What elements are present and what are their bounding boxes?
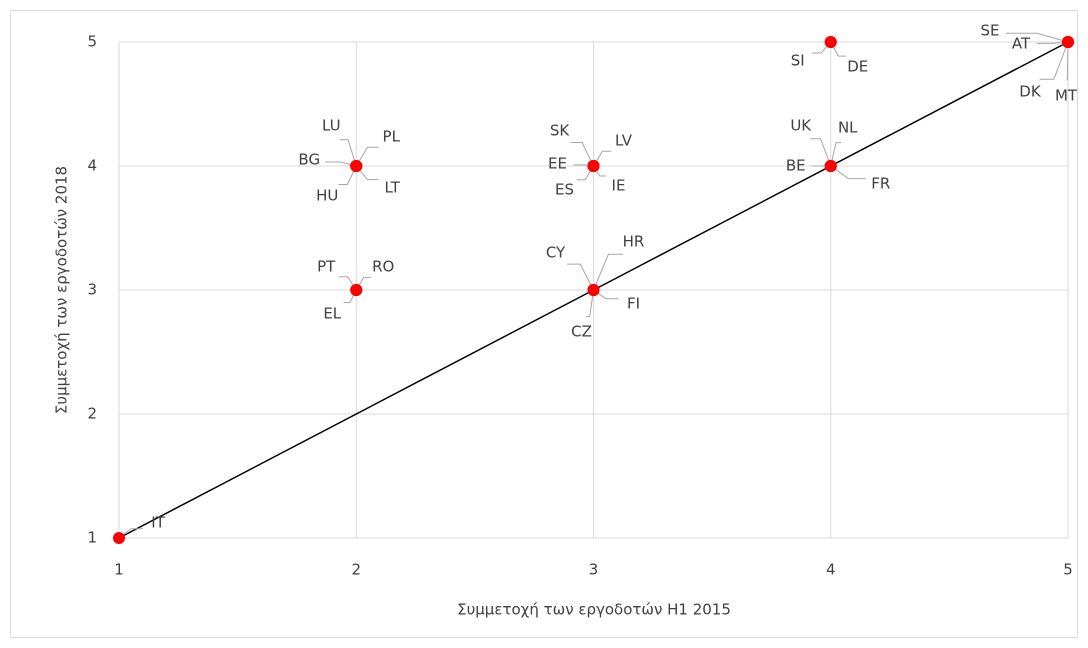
leader-line — [1066, 41, 1069, 81]
y-tick-label: 4 — [87, 157, 97, 175]
y-axis-label: Συμμετοχή των εργοδοτών 2018 — [53, 166, 71, 414]
data-point — [113, 532, 125, 544]
leader-line — [810, 138, 832, 167]
point-label: IT — [151, 514, 165, 532]
y-tick-label: 2 — [87, 405, 97, 423]
point-label: SK — [550, 122, 571, 140]
point-label: LU — [322, 117, 341, 135]
leader-line — [593, 253, 624, 291]
leader-line — [570, 141, 594, 167]
point-label: LV — [615, 132, 633, 150]
point-label: MT — [1055, 87, 1078, 105]
point-label: HU — [316, 187, 338, 205]
point-label: NL — [838, 119, 858, 137]
x-tick-label: 3 — [589, 561, 599, 579]
point-label: PT — [317, 258, 336, 276]
point-label: SE — [981, 22, 1000, 40]
point-label: ES — [555, 181, 574, 199]
point-label: SI — [791, 52, 805, 70]
chart-frame — [10, 10, 1078, 638]
x-tick-label: 2 — [351, 561, 361, 579]
point-label: DK — [1019, 83, 1042, 101]
point-label: CY — [546, 244, 566, 262]
data-point — [824, 36, 837, 48]
y-tick-label: 1 — [87, 529, 97, 547]
data-point — [587, 284, 600, 296]
point-label: UK — [790, 117, 812, 135]
x-tick-label: 1 — [114, 561, 124, 579]
point-label: BG — [298, 151, 320, 169]
leader-line — [585, 289, 594, 318]
leader-line — [830, 165, 866, 180]
leader-line — [339, 139, 357, 167]
y-tick-label: 5 — [87, 33, 97, 51]
point-label: PL — [383, 128, 401, 146]
data-point — [350, 160, 363, 172]
point-label: BE — [786, 157, 806, 175]
point-label: FI — [627, 295, 640, 313]
x-tick-label: 4 — [826, 561, 836, 579]
point-label: EE — [548, 155, 567, 173]
point-label: IE — [612, 177, 626, 195]
x-tick-label: 5 — [1063, 561, 1073, 579]
leader-line — [830, 142, 842, 167]
point-label: FR — [871, 175, 890, 193]
leader-line — [1005, 32, 1069, 43]
point-label: EL — [323, 305, 341, 323]
point-label: HR — [623, 233, 645, 251]
leader-line — [566, 263, 594, 291]
leader-line — [1039, 41, 1069, 80]
point-label: RO — [372, 258, 394, 276]
x-axis-label: Συμμετοχή των εργοδοτών Η1 2015 — [457, 601, 731, 619]
point-label: LT — [385, 179, 401, 197]
data-point — [824, 160, 837, 172]
y-tick-label: 3 — [87, 281, 97, 299]
leader-line — [338, 165, 357, 185]
point-label: AT — [1012, 35, 1031, 53]
data-point — [350, 284, 363, 296]
point-label: DE — [847, 58, 868, 76]
point-label: CZ — [571, 323, 592, 341]
data-point — [1062, 36, 1074, 48]
data-point — [587, 160, 600, 172]
leader-line — [355, 146, 379, 167]
